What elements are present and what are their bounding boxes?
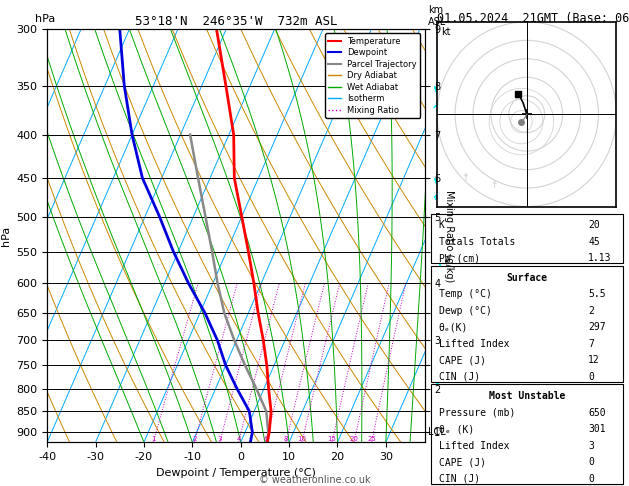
Text: 01.05.2024  21GMT (Base: 06): 01.05.2024 21GMT (Base: 06) bbox=[437, 12, 629, 25]
Bar bbox=[431, 266, 623, 382]
Text: Most Unstable: Most Unstable bbox=[489, 391, 565, 401]
Text: CAPE (J): CAPE (J) bbox=[438, 355, 486, 365]
X-axis label: Dewpoint / Temperature (°C): Dewpoint / Temperature (°C) bbox=[156, 468, 316, 478]
Text: 8: 8 bbox=[284, 436, 288, 442]
Legend: Temperature, Dewpoint, Parcel Trajectory, Dry Adiabat, Wet Adiabat, Isotherm, Mi: Temperature, Dewpoint, Parcel Trajectory… bbox=[325, 34, 420, 118]
Y-axis label: hPa: hPa bbox=[1, 226, 11, 246]
Text: 12: 12 bbox=[588, 355, 600, 365]
Text: Totals Totals: Totals Totals bbox=[438, 237, 515, 247]
Bar bbox=[431, 214, 623, 263]
Text: km
ASL: km ASL bbox=[428, 5, 446, 27]
Text: 0: 0 bbox=[588, 372, 594, 382]
Text: 0: 0 bbox=[588, 474, 594, 484]
Text: 650: 650 bbox=[588, 408, 606, 417]
Text: ☨: ☨ bbox=[491, 180, 496, 190]
Bar bbox=[431, 384, 623, 484]
Text: 6: 6 bbox=[264, 436, 268, 442]
Title: 53°18'N  246°35'W  732m ASL: 53°18'N 246°35'W 732m ASL bbox=[135, 15, 337, 28]
Text: 5.5: 5.5 bbox=[588, 289, 606, 299]
Text: 20: 20 bbox=[350, 436, 359, 442]
Text: Pressure (mb): Pressure (mb) bbox=[438, 408, 515, 417]
Text: kt: kt bbox=[441, 27, 450, 37]
Text: CAPE (J): CAPE (J) bbox=[438, 457, 486, 467]
Text: Dewp (°C): Dewp (°C) bbox=[438, 306, 491, 316]
Text: 25: 25 bbox=[367, 436, 376, 442]
Text: Temp (°C): Temp (°C) bbox=[438, 289, 491, 299]
Text: © weatheronline.co.uk: © weatheronline.co.uk bbox=[259, 475, 370, 485]
Text: 3: 3 bbox=[588, 441, 594, 451]
Text: 0: 0 bbox=[588, 457, 594, 467]
Text: 2: 2 bbox=[192, 436, 196, 442]
Text: PW (cm): PW (cm) bbox=[438, 254, 480, 263]
Text: 297: 297 bbox=[588, 322, 606, 332]
Y-axis label: Mixing Ratio (g/kg): Mixing Ratio (g/kg) bbox=[445, 190, 454, 282]
Text: 7: 7 bbox=[588, 339, 594, 349]
Text: 20: 20 bbox=[588, 221, 600, 230]
Text: 1: 1 bbox=[151, 436, 155, 442]
Text: 10: 10 bbox=[298, 436, 306, 442]
Text: ☨: ☨ bbox=[462, 173, 469, 183]
Text: CIN (J): CIN (J) bbox=[438, 372, 480, 382]
Text: θₑ (K): θₑ (K) bbox=[438, 424, 474, 434]
Text: 1.13: 1.13 bbox=[588, 254, 611, 263]
Text: Lifted Index: Lifted Index bbox=[438, 339, 509, 349]
Text: 4: 4 bbox=[237, 436, 241, 442]
Text: Lifted Index: Lifted Index bbox=[438, 441, 509, 451]
Text: 2: 2 bbox=[588, 306, 594, 316]
Text: K: K bbox=[438, 221, 445, 230]
Text: 15: 15 bbox=[328, 436, 337, 442]
Text: Surface: Surface bbox=[506, 273, 547, 283]
Text: LCL: LCL bbox=[428, 427, 446, 437]
Text: 3: 3 bbox=[218, 436, 222, 442]
Text: hPa: hPa bbox=[35, 14, 55, 24]
Text: CIN (J): CIN (J) bbox=[438, 474, 480, 484]
Text: θₑ(K): θₑ(K) bbox=[438, 322, 468, 332]
Text: 301: 301 bbox=[588, 424, 606, 434]
Text: 45: 45 bbox=[588, 237, 600, 247]
